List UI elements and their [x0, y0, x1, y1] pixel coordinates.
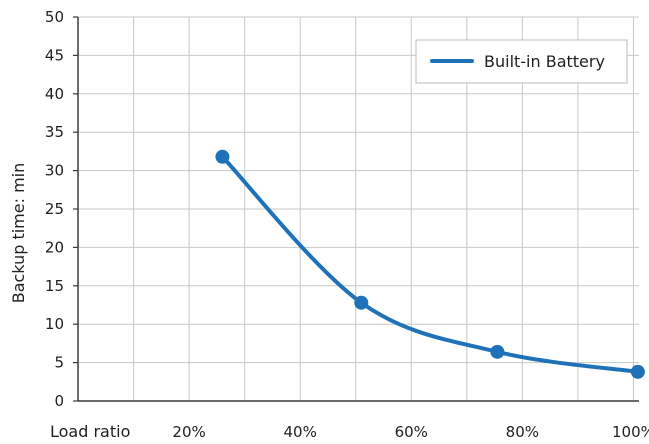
data-point	[490, 344, 505, 359]
grid	[78, 16, 639, 401]
x-tick-label: 20%	[172, 423, 205, 441]
axes	[73, 16, 639, 402]
data-point	[354, 295, 369, 310]
series-line	[220, 154, 640, 374]
y-tick-label: 25	[45, 200, 64, 218]
x-tick-label: 100%	[612, 423, 649, 441]
y-tick-label: 40	[45, 85, 64, 103]
x-axis-title: Load ratio	[50, 422, 130, 441]
data-point	[215, 149, 230, 164]
x-tick-label: 80%	[506, 423, 539, 441]
y-tick-label: 35	[45, 123, 64, 141]
legend: Built-in Battery	[415, 39, 628, 84]
y-tick-label: 10	[45, 315, 64, 333]
data-point	[630, 364, 645, 379]
y-tick-label: 0	[54, 392, 64, 410]
x-tick-label: 40%	[284, 423, 317, 441]
y-axis-title: Backup time: min	[9, 163, 28, 304]
y-tick-label: 50	[45, 8, 64, 26]
series-layer	[215, 149, 645, 379]
legend-label: Built-in Battery	[484, 52, 605, 71]
y-tick-label: 20	[45, 238, 64, 256]
y-tick-label: 30	[45, 162, 64, 180]
x-tick-label: 60%	[395, 423, 428, 441]
y-tick-label: 15	[45, 277, 64, 295]
tick-labels: 0 5 10 15 20 25 30 35 40 45 50 20% 40% 60% 80% 100%	[45, 8, 649, 441]
y-tick-label: 45	[45, 46, 64, 64]
y-tick-label: 5	[54, 354, 64, 372]
